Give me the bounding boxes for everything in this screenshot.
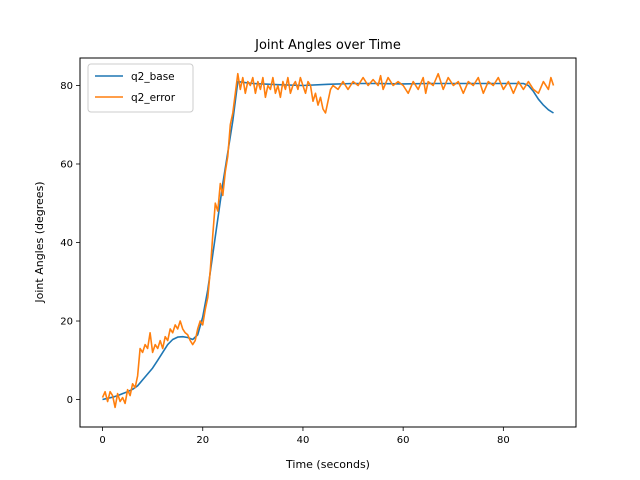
y-tick-label: 0 [67, 395, 73, 406]
y-tick-label: 60 [60, 159, 73, 170]
x-tick-label: 40 [297, 435, 310, 446]
tick-layer: 0 20 40 60 80 0 20 40 60 80 [60, 81, 509, 446]
x-axis-label: Time (seconds) [285, 458, 370, 471]
y-tick-label: 20 [60, 317, 73, 328]
x-tick-label: 0 [99, 435, 105, 446]
x-tick-label: 20 [196, 435, 209, 446]
series-line-q2-error [101, 72, 555, 409]
legend: q2_base q2_error [87, 63, 194, 113]
y-axis-label: Joint Angles (degrees) [33, 181, 46, 303]
series-layer [101, 72, 555, 409]
y-tick-label: 80 [60, 81, 73, 92]
legend-label-q2-base: q2_base [131, 71, 175, 83]
chart-title: Joint Angles over Time [254, 38, 401, 53]
x-tick-label: 60 [397, 435, 410, 446]
y-tick-label: 40 [60, 238, 73, 249]
x-tick-label: 80 [497, 435, 510, 446]
legend-label-q2-error: q2_error [131, 92, 176, 104]
